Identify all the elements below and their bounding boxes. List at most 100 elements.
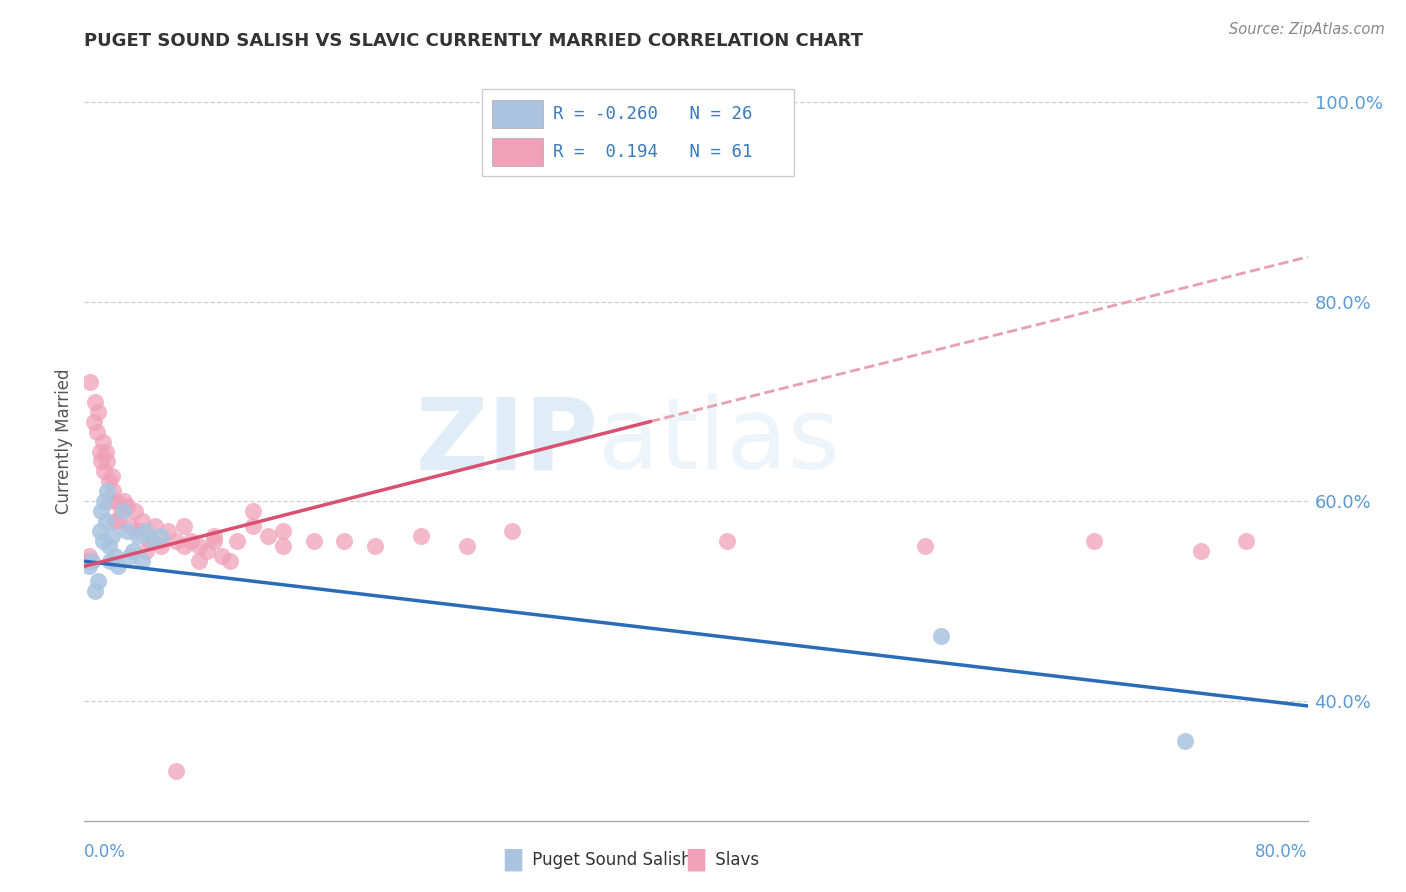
- Point: [103, 484, 125, 499]
- FancyBboxPatch shape: [492, 138, 543, 166]
- Point: [112, 494, 135, 508]
- Point: [914, 539, 936, 553]
- Point: [77, 559, 100, 574]
- FancyBboxPatch shape: [492, 101, 543, 128]
- Point: [105, 494, 128, 508]
- Point: [173, 519, 195, 533]
- Point: [165, 534, 187, 549]
- Point: [91, 434, 114, 449]
- Point: [242, 504, 264, 518]
- Point: [226, 534, 249, 549]
- Text: 0.0%: 0.0%: [84, 843, 127, 861]
- Point: [104, 514, 127, 528]
- Point: [157, 524, 180, 539]
- Point: [111, 504, 134, 518]
- Point: [202, 529, 225, 543]
- Text: █: █: [505, 848, 522, 871]
- Point: [98, 494, 121, 508]
- Point: [83, 415, 105, 429]
- Point: [149, 529, 172, 543]
- Text: R = -0.260   N = 26: R = -0.260 N = 26: [553, 105, 752, 123]
- Point: [93, 494, 115, 508]
- Text: Slavs: Slavs: [710, 851, 759, 869]
- Point: [188, 539, 211, 553]
- Point: [80, 554, 103, 568]
- Text: █: █: [688, 848, 704, 871]
- Point: [139, 534, 162, 549]
- Text: R =  0.194   N = 61: R = 0.194 N = 61: [553, 143, 752, 161]
- Point: [89, 524, 111, 539]
- Point: [84, 394, 107, 409]
- Point: [180, 534, 202, 549]
- Point: [96, 484, 118, 499]
- Point: [96, 454, 118, 468]
- Point: [90, 504, 112, 518]
- Point: [131, 514, 153, 528]
- Point: [77, 549, 100, 564]
- Point: [107, 514, 129, 528]
- Point: [90, 454, 112, 468]
- Point: [110, 504, 132, 518]
- Point: [75, 554, 97, 568]
- Point: [120, 549, 142, 564]
- Point: [211, 549, 233, 564]
- Point: [101, 529, 124, 543]
- Point: [87, 574, 110, 589]
- Text: atlas: atlas: [598, 393, 839, 490]
- Point: [218, 554, 240, 568]
- Text: 80.0%: 80.0%: [1256, 843, 1308, 861]
- Point: [502, 524, 524, 539]
- Point: [135, 544, 157, 558]
- Point: [188, 554, 211, 568]
- Point: [128, 524, 150, 539]
- Point: [716, 534, 738, 549]
- Point: [364, 539, 387, 553]
- Point: [1083, 534, 1105, 549]
- Point: [929, 629, 952, 643]
- Point: [409, 529, 432, 543]
- Point: [101, 469, 124, 483]
- Point: [271, 539, 294, 553]
- Point: [115, 524, 138, 539]
- Point: [86, 425, 108, 439]
- Point: [115, 500, 138, 514]
- Point: [195, 544, 218, 558]
- Point: [98, 554, 121, 568]
- Point: [302, 534, 325, 549]
- Point: [93, 465, 115, 479]
- Point: [333, 534, 356, 549]
- Point: [456, 539, 478, 553]
- Point: [127, 529, 149, 543]
- Point: [1189, 544, 1212, 558]
- Point: [1174, 734, 1197, 748]
- Point: [107, 559, 129, 574]
- Point: [91, 534, 114, 549]
- Point: [84, 584, 107, 599]
- Point: [120, 519, 142, 533]
- Text: Source: ZipAtlas.com: Source: ZipAtlas.com: [1229, 22, 1385, 37]
- Point: [257, 529, 280, 543]
- Point: [89, 444, 111, 458]
- Point: [79, 375, 101, 389]
- Point: [104, 549, 127, 564]
- Point: [149, 539, 172, 553]
- Point: [87, 404, 110, 418]
- Point: [94, 444, 117, 458]
- Text: ZIP: ZIP: [415, 393, 598, 490]
- Point: [271, 524, 294, 539]
- Y-axis label: Currently Married: Currently Married: [55, 368, 73, 515]
- Point: [165, 764, 187, 778]
- Point: [143, 519, 166, 533]
- Point: [242, 519, 264, 533]
- Text: PUGET SOUND SALISH VS SLAVIC CURRENTLY MARRIED CORRELATION CHART: PUGET SOUND SALISH VS SLAVIC CURRENTLY M…: [84, 32, 863, 50]
- FancyBboxPatch shape: [482, 89, 794, 177]
- Point: [124, 504, 146, 518]
- Point: [142, 534, 165, 549]
- Point: [97, 475, 120, 489]
- Point: [131, 554, 153, 568]
- Point: [135, 524, 157, 539]
- Point: [97, 539, 120, 553]
- Point: [94, 514, 117, 528]
- Text: Puget Sound Salish: Puget Sound Salish: [527, 851, 692, 869]
- Point: [173, 539, 195, 553]
